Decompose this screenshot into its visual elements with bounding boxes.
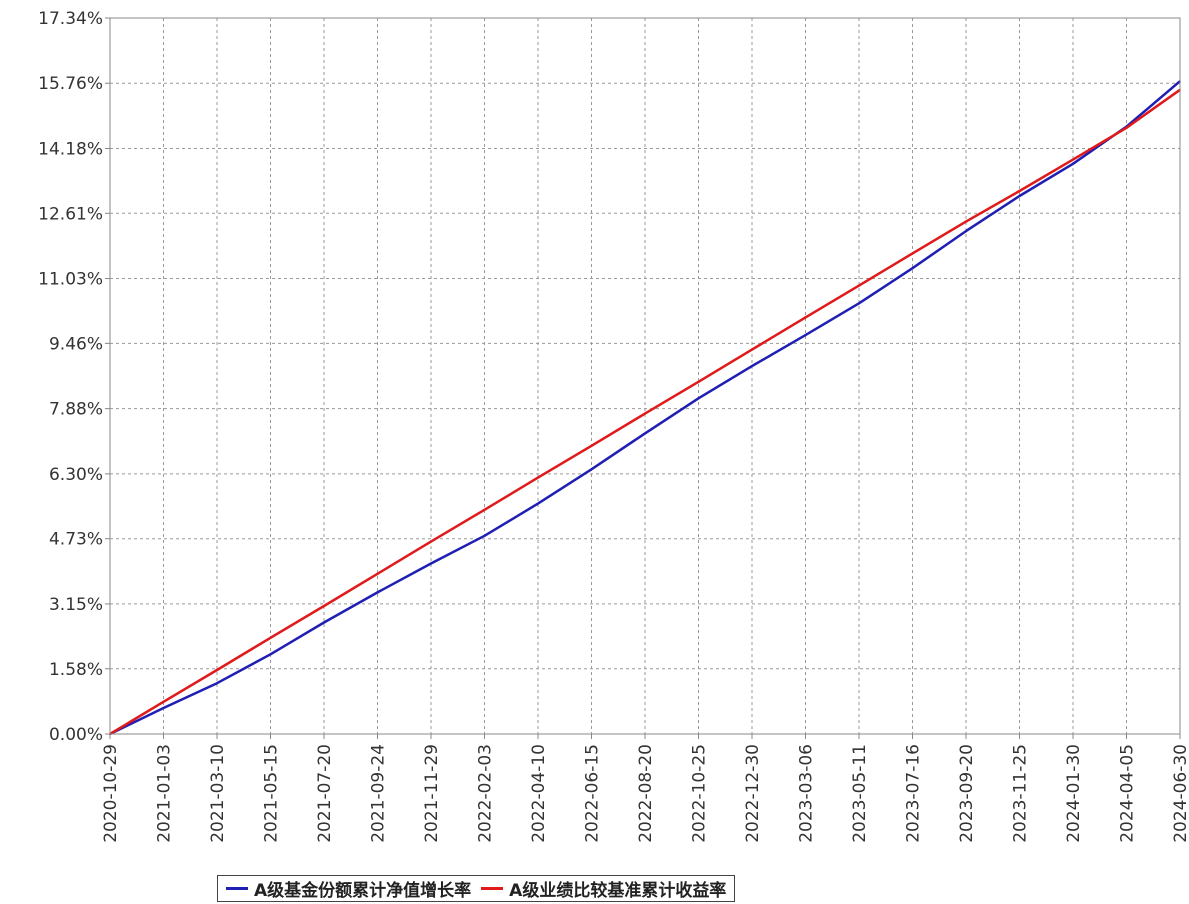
x-tick-label: 2022-08-20 (636, 744, 656, 843)
x-tick-label: 2021-03-10 (208, 744, 228, 843)
series-0-point (537, 502, 539, 505)
series-0-point (1072, 162, 1074, 165)
series-0-point (430, 562, 432, 565)
x-tick-label: 2022-10-25 (690, 744, 710, 843)
series-1-point (590, 444, 593, 447)
x-tick-label: 2023-05-11 (850, 744, 870, 843)
legend-swatch-benchmark (481, 887, 504, 890)
series-0-point (590, 468, 593, 471)
series-0-point (1018, 195, 1021, 197)
series-1-point (1072, 158, 1074, 161)
y-axis-ticks: 0.00% 1.58% 3.15% 4.73% 6.30% 7.88% 9.46% 11.03… (38, 9, 110, 745)
y-tick-label: 7.88% (49, 400, 103, 420)
series-1-point (644, 412, 646, 415)
series-1-point (965, 220, 967, 223)
y-tick-label: 9.46% (49, 334, 103, 354)
series-0-point (216, 682, 218, 685)
series-1-point (751, 348, 753, 351)
series-1-point (430, 540, 432, 543)
x-tick-label: 2021-07-20 (315, 744, 335, 843)
series-1-point (483, 508, 486, 511)
series-0-point (269, 653, 272, 656)
series-0-point (965, 230, 967, 232)
legend-swatch-nav-growth (226, 887, 248, 890)
x-tick-label: 2023-07-16 (904, 744, 924, 843)
x-tick-label: 2022-06-15 (583, 744, 603, 843)
x-tick-label: 2022-02-03 (476, 744, 496, 843)
series-0-point (751, 365, 753, 367)
x-tick-label: 2022-04-10 (529, 744, 549, 843)
y-tick-label: 1.58% (49, 660, 103, 680)
y-tick-label: 3.15% (49, 595, 103, 615)
x-tick-label: 2021-11-29 (422, 744, 442, 843)
x-tick-label: 2023-03-06 (797, 744, 817, 843)
y-tick-label: 14.18% (38, 139, 103, 159)
series-0-point (644, 432, 646, 435)
y-tick-label: 15.76% (38, 74, 103, 94)
series-1-point (911, 252, 914, 255)
x-axis-ticks: 2020-10-29 2021-01-03 2021-03-10 2021-05-15… (101, 734, 1189, 843)
series-1-point (162, 700, 165, 703)
series-0-point (804, 334, 807, 336)
x-tick-label: 2021-05-15 (262, 744, 282, 843)
legend-item-nav-growth: A级基金份额累计净值增长率 (226, 876, 471, 901)
series-layer (109, 80, 1181, 736)
x-tick-label: 2021-09-24 (369, 744, 389, 843)
series-0-point (162, 707, 165, 709)
y-tick-label: 4.73% (49, 530, 103, 550)
y-tick-label: 0.00% (49, 725, 103, 745)
x-tick-label: 2022-12-30 (743, 744, 763, 843)
x-tick-label: 2023-11-25 (1011, 744, 1031, 843)
x-tick-label: 2021-01-03 (155, 744, 175, 843)
x-tick-label: 2023-09-20 (957, 744, 977, 843)
y-tick-label: 11.03% (38, 270, 103, 290)
legend-item-benchmark: A级业绩比较基准累计收益率 (481, 876, 726, 901)
x-tick-label: 2020-10-29 (101, 744, 121, 843)
series-1-point (216, 669, 218, 671)
y-tick-label: 17.34% (38, 9, 103, 29)
x-tick-label: 2024-01-30 (1064, 744, 1084, 843)
series-0-point (697, 397, 700, 400)
legend-label-nav-growth: A级基金份额累计净值增长率 (254, 881, 472, 901)
series-1-point (1018, 190, 1021, 192)
series-0-point (323, 621, 325, 624)
series-1-point (858, 284, 860, 287)
legend-label-benchmark: A级业绩比较基准累计收益率 (509, 881, 727, 901)
legend: A级基金份额累计净值增长率 A级业绩比较基准累计收益率 (217, 875, 736, 902)
plot-frame (109, 17, 1181, 735)
y-tick-label: 12.61% (38, 204, 103, 224)
series-0-point (376, 591, 379, 594)
series-1-point (537, 476, 539, 479)
series-1-point (323, 605, 325, 607)
series-1-point (697, 380, 700, 383)
grid-layer (110, 18, 1180, 734)
x-tick-label: 2024-04-05 (1118, 744, 1138, 843)
series-0-point (911, 267, 914, 270)
series-1-point (269, 636, 272, 639)
series-0-point (483, 534, 486, 537)
y-tick-label: 6.30% (49, 465, 103, 485)
series-1-point (376, 572, 379, 575)
series-1-point (804, 316, 807, 319)
series-1-point (1125, 127, 1128, 129)
series-0-point (858, 302, 860, 305)
x-tick-label: 2024-06-30 (1171, 744, 1189, 843)
